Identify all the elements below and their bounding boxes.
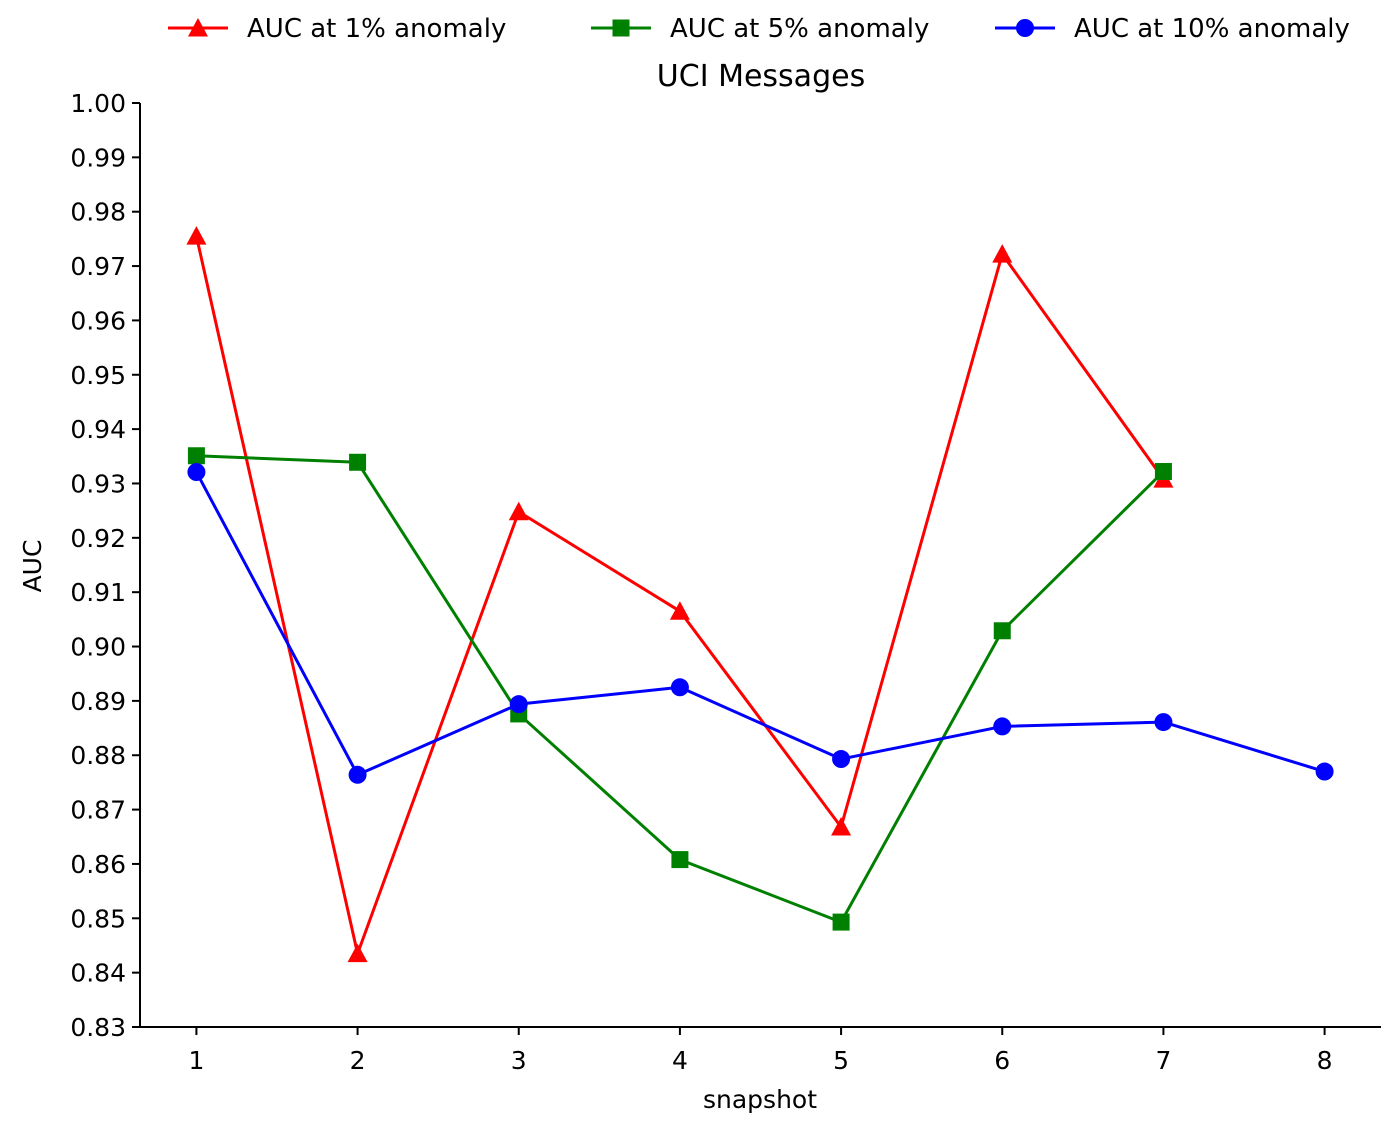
y-tick-label: 0.86 (70, 850, 126, 879)
y-tick-label: 0.84 (70, 959, 126, 988)
x-ticks: 1 2 3 4 5 6 7 8 (188, 1027, 1333, 1075)
y-tick-label: 0.95 (70, 361, 126, 390)
data-point (831, 816, 852, 836)
data-point (347, 943, 368, 963)
data-point (1315, 762, 1334, 781)
data-point (671, 851, 689, 869)
axes (139, 103, 1381, 1028)
data-point (187, 447, 205, 465)
legend-item: AUC at 10% anomaly (995, 14, 1350, 44)
series-line (195, 471, 1326, 777)
y-tick-label: 0.89 (70, 687, 126, 716)
legend-item: AUC at 1% anomaly (168, 14, 506, 44)
legend-marker (1016, 19, 1034, 37)
data-point (1154, 463, 1172, 481)
legend-label: AUC at 1% anomaly (247, 14, 506, 44)
y-tick-label: 0.88 (70, 741, 126, 770)
data-point (992, 244, 1013, 263)
legend: AUC at 1% anomaly AUC at 5% anomaly AUC at… (168, 14, 1350, 44)
y-ticks: 0.83 0.84 0.85 0.86 0.87 0.88 0.89 0.90 0.91 0.92… (70, 89, 140, 1042)
x-tick-label: 2 (350, 1046, 366, 1075)
y-tick-label: 0.93 (70, 469, 126, 498)
y-tick-label: 0.85 (70, 904, 126, 933)
x-tick-label: 6 (994, 1046, 1010, 1075)
x-tick-label: 1 (188, 1046, 204, 1075)
y-tick-label: 1.00 (70, 89, 126, 118)
y-tick-label: 0.92 (70, 524, 126, 553)
chart-title: UCI Messages (657, 59, 865, 94)
x-tick-label: 4 (672, 1046, 688, 1075)
data-point (993, 717, 1012, 736)
x-tick-label: 7 (1155, 1046, 1171, 1075)
data-point (509, 695, 528, 714)
data-point (832, 913, 850, 931)
data-point (508, 501, 529, 521)
y-axis-label: AUC (18, 540, 47, 593)
data-point (349, 453, 367, 471)
series-3 (187, 463, 1334, 784)
data-point (832, 750, 851, 769)
y-tick-label: 0.98 (70, 198, 126, 227)
data-point (670, 678, 689, 697)
data-point (669, 601, 690, 620)
x-axis-label: snapshot (703, 1085, 817, 1114)
data-point (993, 622, 1011, 640)
data-point (187, 463, 206, 482)
legend-label: AUC at 5% anomaly (670, 14, 929, 44)
data-point (186, 226, 207, 245)
y-tick-label: 0.87 (70, 796, 126, 825)
series-line (194, 235, 1165, 956)
data-point (348, 765, 367, 784)
legend-marker (188, 18, 208, 37)
y-tick-label: 0.90 (70, 633, 126, 662)
series-layer (186, 226, 1334, 963)
x-tick-label: 3 (511, 1046, 527, 1075)
data-point (1154, 713, 1173, 732)
y-tick-label: 0.83 (70, 1013, 126, 1042)
y-tick-label: 0.97 (70, 252, 126, 281)
x-tick-label: 8 (1317, 1046, 1333, 1075)
y-tick-label: 0.99 (70, 143, 126, 172)
y-tick-label: 0.96 (70, 306, 126, 335)
y-tick-label: 0.94 (70, 415, 126, 444)
legend-marker (612, 19, 630, 37)
legend-item: AUC at 5% anomaly (591, 14, 929, 44)
legend-label: AUC at 10% anomaly (1074, 14, 1350, 44)
x-tick-label: 5 (833, 1046, 849, 1075)
y-tick-label: 0.91 (70, 578, 126, 607)
